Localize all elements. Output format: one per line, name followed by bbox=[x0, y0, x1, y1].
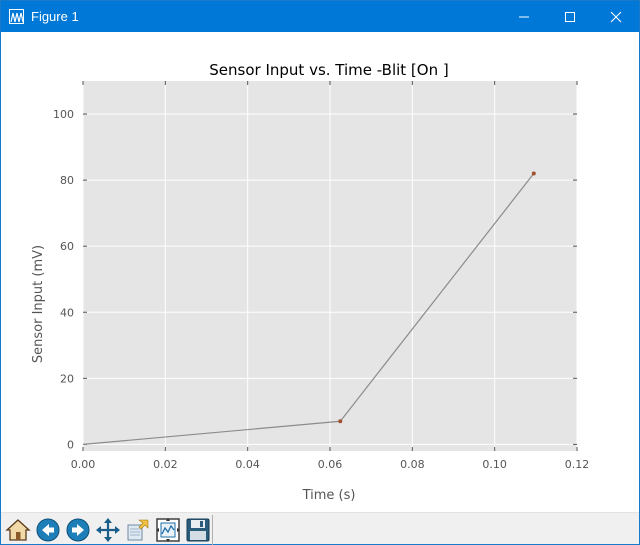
y-axis-ticks: 0 20 40 60 80 100 bbox=[53, 108, 577, 451]
subplots-button[interactable] bbox=[154, 516, 182, 544]
y-tick-label: 20 bbox=[60, 372, 74, 385]
close-icon bbox=[610, 11, 622, 22]
x-tick-label: 0.06 bbox=[318, 458, 343, 471]
x-axis-label: Time (s) bbox=[302, 488, 356, 503]
pan-move-icon bbox=[96, 518, 120, 542]
x-tick-label: 0.04 bbox=[235, 458, 260, 471]
x-tick-label: 0.10 bbox=[482, 458, 507, 471]
minimize-icon bbox=[519, 16, 529, 17]
navigation-toolbar bbox=[1, 512, 639, 545]
matplotlib-app-icon bbox=[9, 9, 24, 24]
toolbar-separator bbox=[212, 515, 213, 545]
y-tick-label: 40 bbox=[60, 306, 74, 319]
pan-button[interactable] bbox=[94, 516, 122, 544]
data-point bbox=[531, 171, 536, 176]
data-point bbox=[338, 419, 343, 424]
line-chart[interactable]: 0.00 0.02 0.04 0.06 0.08 0.10 0.12 0 20 40 60 80 10… bbox=[1, 32, 639, 512]
back-arrow-icon bbox=[36, 518, 60, 542]
save-button[interactable] bbox=[184, 516, 212, 544]
x-tick-label: 0.00 bbox=[71, 458, 96, 471]
figure-canvas[interactable]: 0.00 0.02 0.04 0.06 0.08 0.10 0.12 0 20 40 60 80 10… bbox=[1, 32, 639, 512]
y-tick-label: 100 bbox=[53, 108, 74, 121]
y-tick-label: 60 bbox=[60, 240, 74, 253]
home-icon bbox=[5, 519, 31, 541]
grid-lines bbox=[82, 81, 578, 451]
configure-subplots-icon bbox=[156, 518, 180, 542]
y-tick-label: 0 bbox=[67, 438, 74, 451]
x-tick-label: 0.12 bbox=[565, 458, 590, 471]
y-tick-label: 80 bbox=[60, 174, 74, 187]
y-axis-label: Sensor Input (mV) bbox=[31, 245, 46, 363]
zoom-rect-icon bbox=[127, 519, 149, 541]
x-tick-label: 0.08 bbox=[400, 458, 425, 471]
chart-title: Sensor Input vs. Time -Blit [On ] bbox=[209, 61, 448, 79]
title-bar[interactable]: Figure 1 bbox=[1, 1, 639, 32]
x-axis-ticks: 0.00 0.02 0.04 0.06 0.08 0.10 0.12 bbox=[71, 81, 590, 471]
maximize-button[interactable] bbox=[547, 1, 593, 32]
x-tick-label: 0.02 bbox=[153, 458, 178, 471]
forward-arrow-icon bbox=[66, 518, 90, 542]
home-button[interactable] bbox=[4, 516, 32, 544]
minimize-button[interactable] bbox=[501, 1, 547, 32]
window-title: Figure 1 bbox=[31, 9, 79, 24]
back-button[interactable] bbox=[34, 516, 62, 544]
maximize-icon bbox=[565, 11, 575, 22]
data-series bbox=[82, 171, 536, 445]
save-disk-icon bbox=[186, 518, 210, 542]
forward-button[interactable] bbox=[64, 516, 92, 544]
close-button[interactable] bbox=[593, 1, 639, 32]
zoom-button[interactable] bbox=[124, 516, 152, 544]
